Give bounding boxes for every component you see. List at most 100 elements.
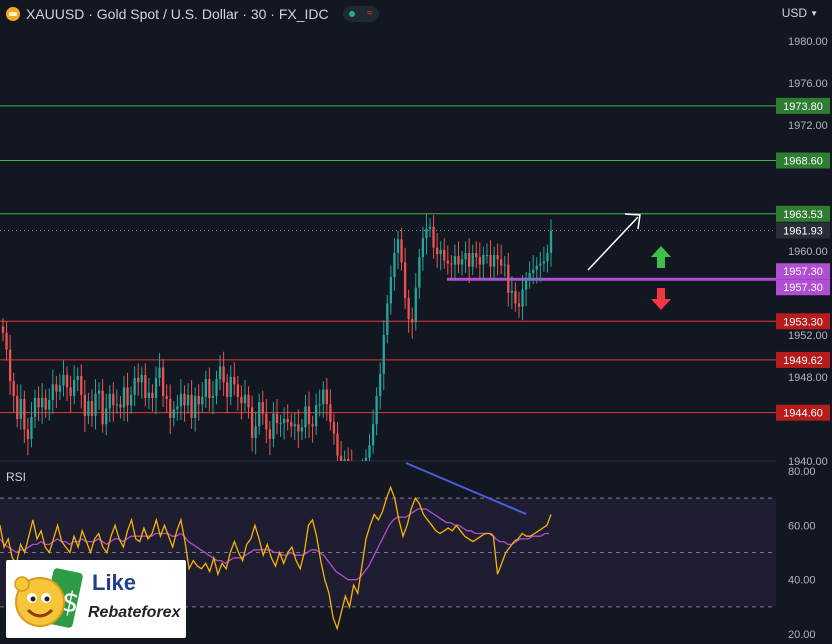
candle-body bbox=[97, 390, 101, 394]
level-label: 1944.60 bbox=[783, 408, 823, 420]
candle-body bbox=[73, 380, 76, 396]
rsi-tick-label: 80.00 bbox=[788, 466, 816, 478]
candle-body bbox=[8, 349, 12, 382]
candle-body bbox=[535, 265, 538, 270]
candle-body bbox=[371, 424, 375, 446]
candle-body bbox=[396, 239, 400, 253]
smiley-money-icon: $ bbox=[14, 568, 83, 628]
candle-body bbox=[485, 255, 489, 257]
rsi-tick-label: 40.00 bbox=[788, 575, 816, 587]
candle-body bbox=[165, 395, 168, 400]
candle-body bbox=[201, 396, 204, 405]
candle-body bbox=[339, 455, 343, 461]
candle-body bbox=[517, 303, 521, 307]
level-label: 1949.62 bbox=[783, 355, 823, 367]
chevron-down-icon: ▼ bbox=[810, 8, 818, 18]
candle-body bbox=[250, 407, 254, 438]
candle-body bbox=[364, 457, 368, 461]
rsi-panel-label[interactable]: RSI bbox=[6, 470, 27, 484]
candle-body bbox=[65, 374, 69, 388]
current-price-badge bbox=[776, 222, 830, 239]
candle-body bbox=[204, 379, 207, 397]
candle-body bbox=[492, 255, 496, 267]
candle-body bbox=[275, 413, 279, 424]
price-tick-label: 1952.00 bbox=[788, 330, 828, 342]
level-badge bbox=[776, 279, 830, 296]
candle-body bbox=[5, 332, 8, 350]
candle-body bbox=[300, 427, 304, 432]
candle-body bbox=[30, 416, 33, 439]
candle-body bbox=[101, 390, 104, 425]
candle-body bbox=[233, 376, 236, 385]
level-label: 1957.30 bbox=[783, 266, 823, 278]
candle-body bbox=[137, 378, 140, 383]
level-label: 1968.60 bbox=[783, 156, 823, 168]
currency-label: USD bbox=[781, 6, 808, 20]
candle-body bbox=[332, 422, 336, 434]
candle-body bbox=[161, 367, 165, 396]
candle-body bbox=[521, 289, 524, 307]
candle-body bbox=[460, 259, 464, 265]
price-tick-label: 1980.00 bbox=[788, 36, 828, 48]
candle-body bbox=[16, 395, 19, 419]
divergence-trendline bbox=[405, 462, 527, 515]
candle-body bbox=[261, 402, 264, 414]
candle-body bbox=[510, 290, 514, 293]
candle-body bbox=[489, 255, 492, 267]
level-badge bbox=[776, 152, 830, 169]
level-badge bbox=[776, 97, 830, 114]
candle-body bbox=[457, 256, 460, 265]
candle-body bbox=[411, 319, 414, 323]
candle-body bbox=[282, 418, 286, 424]
wave-icon: ≈ bbox=[367, 8, 373, 19]
candle-body bbox=[23, 399, 26, 430]
candle-body bbox=[443, 249, 446, 261]
gold-icon bbox=[6, 7, 20, 21]
candle-body bbox=[286, 418, 289, 423]
candle-body bbox=[197, 395, 200, 405]
currency-selector[interactable]: USD ▼ bbox=[782, 6, 818, 20]
candle-body bbox=[122, 387, 126, 408]
candle-body bbox=[58, 385, 62, 392]
candle-body bbox=[69, 387, 72, 396]
candle-body bbox=[539, 263, 542, 266]
candle-body bbox=[55, 384, 58, 392]
candle-body bbox=[33, 397, 37, 417]
symbol-header[interactable]: XAUUSD · Gold Spot / U.S. Dollar · 30 · … bbox=[6, 4, 379, 24]
price-tick-label: 1972.00 bbox=[788, 120, 828, 132]
candle-body bbox=[528, 272, 531, 281]
candle-body bbox=[126, 387, 129, 406]
candle-body bbox=[347, 458, 350, 461]
candle-body bbox=[549, 230, 553, 253]
candle-body bbox=[154, 378, 158, 398]
level-label: 1957.30 bbox=[783, 282, 823, 294]
candle-body bbox=[19, 399, 22, 419]
candle-body bbox=[218, 366, 222, 380]
level-badge bbox=[776, 351, 830, 368]
candle-body bbox=[247, 394, 250, 408]
candle-body bbox=[215, 379, 218, 396]
candle-body bbox=[428, 226, 432, 229]
level-badge bbox=[776, 404, 830, 421]
candle-body bbox=[496, 255, 499, 260]
level-label: 1963.53 bbox=[783, 209, 823, 221]
level-label: 1953.30 bbox=[783, 316, 823, 328]
candle-body bbox=[375, 395, 378, 425]
candle-body bbox=[507, 264, 510, 293]
market-status-badge[interactable]: ≈ bbox=[342, 6, 379, 22]
logo-like-text: Like bbox=[92, 570, 137, 595]
rsi-tick-label: 60.00 bbox=[788, 520, 816, 532]
candle-body bbox=[179, 393, 183, 407]
candle-body bbox=[211, 395, 215, 398]
candle-body bbox=[176, 406, 179, 410]
candle-body bbox=[12, 381, 15, 396]
symbol-title[interactable]: XAUUSD · Gold Spot / U.S. Dollar · 30 · … bbox=[26, 6, 329, 22]
candle-body bbox=[450, 263, 453, 265]
candle-body bbox=[48, 400, 51, 410]
candle-body bbox=[421, 238, 425, 258]
candle-body bbox=[112, 393, 115, 406]
candle-body bbox=[40, 397, 44, 408]
candle-body bbox=[140, 374, 143, 383]
candle-body bbox=[76, 375, 79, 381]
